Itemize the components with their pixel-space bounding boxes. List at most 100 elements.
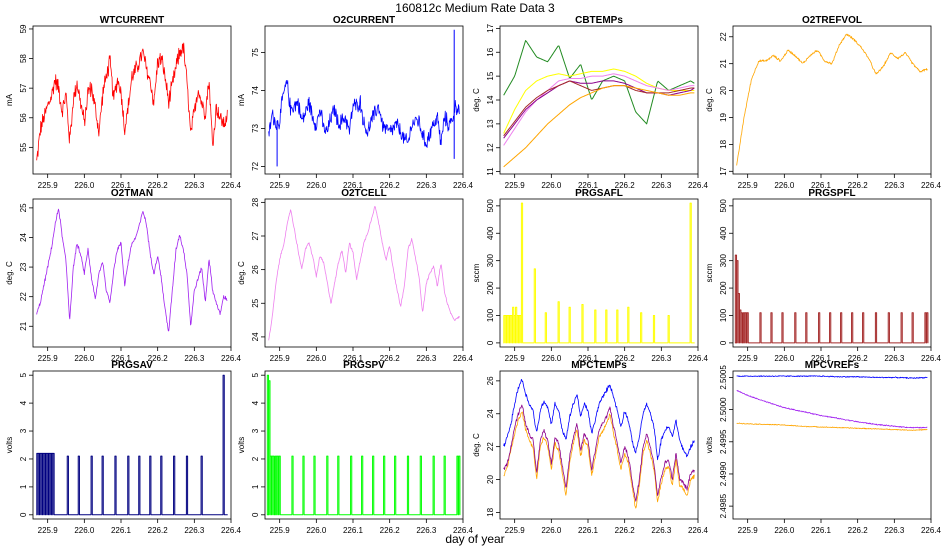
- mpcvrefs-xtick-label: 226.1: [811, 526, 832, 535]
- cbtemps-ytick-label: 15: [486, 71, 495, 80]
- cbtemps-ytick-label: 14: [486, 95, 495, 104]
- prgspv-ytick-label: 4: [251, 400, 260, 405]
- o2tman-ytick-label: 24: [19, 232, 28, 241]
- mpctemps-title: MPCTEMPs: [571, 360, 627, 371]
- panel-prgsav: 225.9 226.0 226.1 226.2 226.3 226.4 0 1 2 3 4 5 volt…: [5, 360, 242, 535]
- o2tcell-ytick-label: 27: [251, 231, 260, 240]
- prgspfl-xtick-label: 226.3: [884, 354, 905, 363]
- panel-mpctemps: 225.9 226.0 226.1 226.2 226.3 226.4 18 20 22 24 26…: [472, 360, 709, 535]
- wtcurrent-xtick-label: 226.4: [221, 181, 242, 190]
- o2tcell-series-group: [268, 205, 460, 341]
- wtcurrent-xtick-label: 226.3: [184, 181, 205, 190]
- o2current-ylabel: mA: [237, 93, 246, 106]
- panel-o2tman: 225.9 226.0 226.1 226.2 226.3 226.4 21 22 23 24 25…: [5, 188, 242, 363]
- o2tman-xtick-label: 226.0: [74, 354, 95, 363]
- mpctemps-ylabel: deg. C: [472, 433, 481, 457]
- prgsafl-ylabel: sccm: [472, 263, 481, 282]
- mpctemps-xtick-label: 226.2: [615, 526, 636, 535]
- cbtemps-ytick-label: 17: [486, 23, 495, 32]
- o2current-ytick-label: 75: [251, 48, 260, 57]
- prgsav-xtick-label: 226.1: [111, 526, 132, 535]
- mpcvrefs-series-group: [736, 375, 928, 431]
- prgsav-ylabel: volts: [5, 437, 14, 453]
- o2trefvol-ytick-label: 20: [719, 86, 728, 95]
- prgspv-xtick-label: 226.0: [306, 526, 327, 535]
- mpcvrefs-ytick-label: 2.5005: [719, 365, 728, 390]
- panel-wtcurrent: 225.9 226.0 226.1 226.2 226.3 226.4 55 56 57 58 59…: [5, 15, 242, 190]
- panel-o2current: 225.9 226.0 226.1 226.2 226.3 226.4 72 73 74 75 mA…: [237, 15, 474, 190]
- o2tcell-title: O2TCELL: [341, 188, 387, 199]
- prgspfl-xtick-label: 226.1: [811, 354, 832, 363]
- o2tcell-frame: [264, 198, 464, 348]
- prgsav-xtick-label: 226.4: [221, 526, 242, 535]
- prgspv-title: PRGSPV: [343, 360, 385, 371]
- prgsav-ytick-label: 4: [19, 400, 28, 405]
- o2current-frame: [264, 25, 464, 175]
- prgsav-title: PRGSAV: [111, 360, 153, 371]
- prgsafl-xtick-label: 226.1: [578, 354, 599, 363]
- prgsafl-ytick-label: 0: [486, 340, 495, 345]
- wtcurrent-series-group: [36, 42, 228, 161]
- cbtemps-series-4: [503, 80, 695, 137]
- mpctemps-xtick-label: 226.3: [651, 526, 672, 535]
- prgspv-frame: [264, 370, 464, 520]
- mpcvrefs-xtick-label: 226.0: [774, 526, 795, 535]
- o2trefvol-ytick-label: 21: [719, 59, 728, 68]
- mpctemps-ytick-label: 22: [486, 442, 495, 451]
- o2trefvol-ytick-label: 17: [719, 166, 728, 175]
- o2current-xtick-label: 226.4: [453, 181, 474, 190]
- prgspv-ytick-label: 0: [251, 512, 260, 517]
- mpcvrefs-series-2: [736, 422, 928, 431]
- o2current-title: O2CURRENT: [333, 15, 395, 26]
- mpcvrefs-ytick-label: 2.4995: [719, 429, 728, 454]
- o2trefvol-xtick-label: 226.4: [921, 181, 942, 190]
- mpctemps-ytick-label: 24: [486, 409, 495, 418]
- o2tcell-xtick-label: 225.9: [270, 354, 291, 363]
- o2trefvol-series-0: [736, 33, 928, 166]
- prgsafl-frame: [499, 198, 699, 348]
- cbtemps-ylabel: deg. C: [472, 88, 481, 112]
- panel-mpcvrefs: 225.9 226.0 226.1 226.2 226.3 226.4 2.4985 2.49…: [705, 360, 942, 535]
- prgspv-xtick-label: 226.2: [380, 526, 401, 535]
- prgsafl-title: PRGSAFL: [575, 188, 623, 199]
- mpcvrefs-frame: [732, 370, 932, 520]
- mpctemps-series-0: [503, 378, 695, 461]
- mpctemps-series-2: [503, 404, 695, 502]
- mpctemps-xtick-label: 226.4: [688, 526, 709, 535]
- o2current-ytick-label: 74: [251, 86, 260, 95]
- prgspv-xtick-label: 226.4: [453, 526, 474, 535]
- o2tcell-series-0: [268, 205, 460, 341]
- wtcurrent-title: WTCURRENT: [100, 15, 164, 26]
- prgsav-series-0: [36, 374, 228, 516]
- mpctemps-xtick-label: 226.1: [578, 526, 599, 535]
- cbtemps-xtick-label: 226.0: [541, 181, 562, 190]
- o2tman-xtick-label: 226.2: [148, 354, 169, 363]
- o2current-series-0: [268, 80, 460, 148]
- prgsafl-ytick-label: 200: [486, 281, 495, 295]
- wtcurrent-ytick-label: 57: [19, 83, 28, 92]
- o2trefvol-xtick-label: 226.3: [884, 181, 905, 190]
- o2trefvol-frame: [732, 25, 932, 175]
- o2trefvol-xtick-label: 226.2: [848, 181, 869, 190]
- wtcurrent-frame: [32, 25, 232, 175]
- prgspfl-xtick-label: 225.9: [738, 354, 759, 363]
- wtcurrent-ytick-label: 56: [19, 113, 28, 122]
- prgsafl-xtick-label: 225.9: [505, 354, 526, 363]
- o2trefvol-title: O2TREFVOL: [802, 15, 862, 26]
- panel-o2trefvol: 225.9 226.0 226.1 226.2 226.3 226.4 17 18 19 20 21…: [705, 15, 942, 190]
- o2trefvol-series-group: [736, 33, 928, 166]
- o2tman-xtick-label: 226.4: [221, 354, 242, 363]
- prgspfl-ytick-label: 300: [719, 253, 728, 267]
- cbtemps-frame: [499, 25, 699, 175]
- prgsav-ytick-label: 0: [19, 512, 28, 517]
- prgspfl-xtick-label: 226.4: [921, 354, 942, 363]
- cbtemps-ytick-label: 16: [486, 47, 495, 56]
- prgspv-ytick-label: 3: [251, 428, 260, 433]
- prgspfl-series-0: [734, 254, 929, 344]
- o2current-xtick-label: 226.0: [306, 181, 327, 190]
- o2trefvol-ytick-label: 22: [719, 32, 728, 41]
- prgsafl-ytick-label: 500: [486, 199, 495, 213]
- figure-xlabel: day of year: [445, 532, 504, 546]
- o2trefvol-ytick-label: 19: [719, 112, 728, 121]
- prgsafl-ytick-label: 300: [486, 253, 495, 267]
